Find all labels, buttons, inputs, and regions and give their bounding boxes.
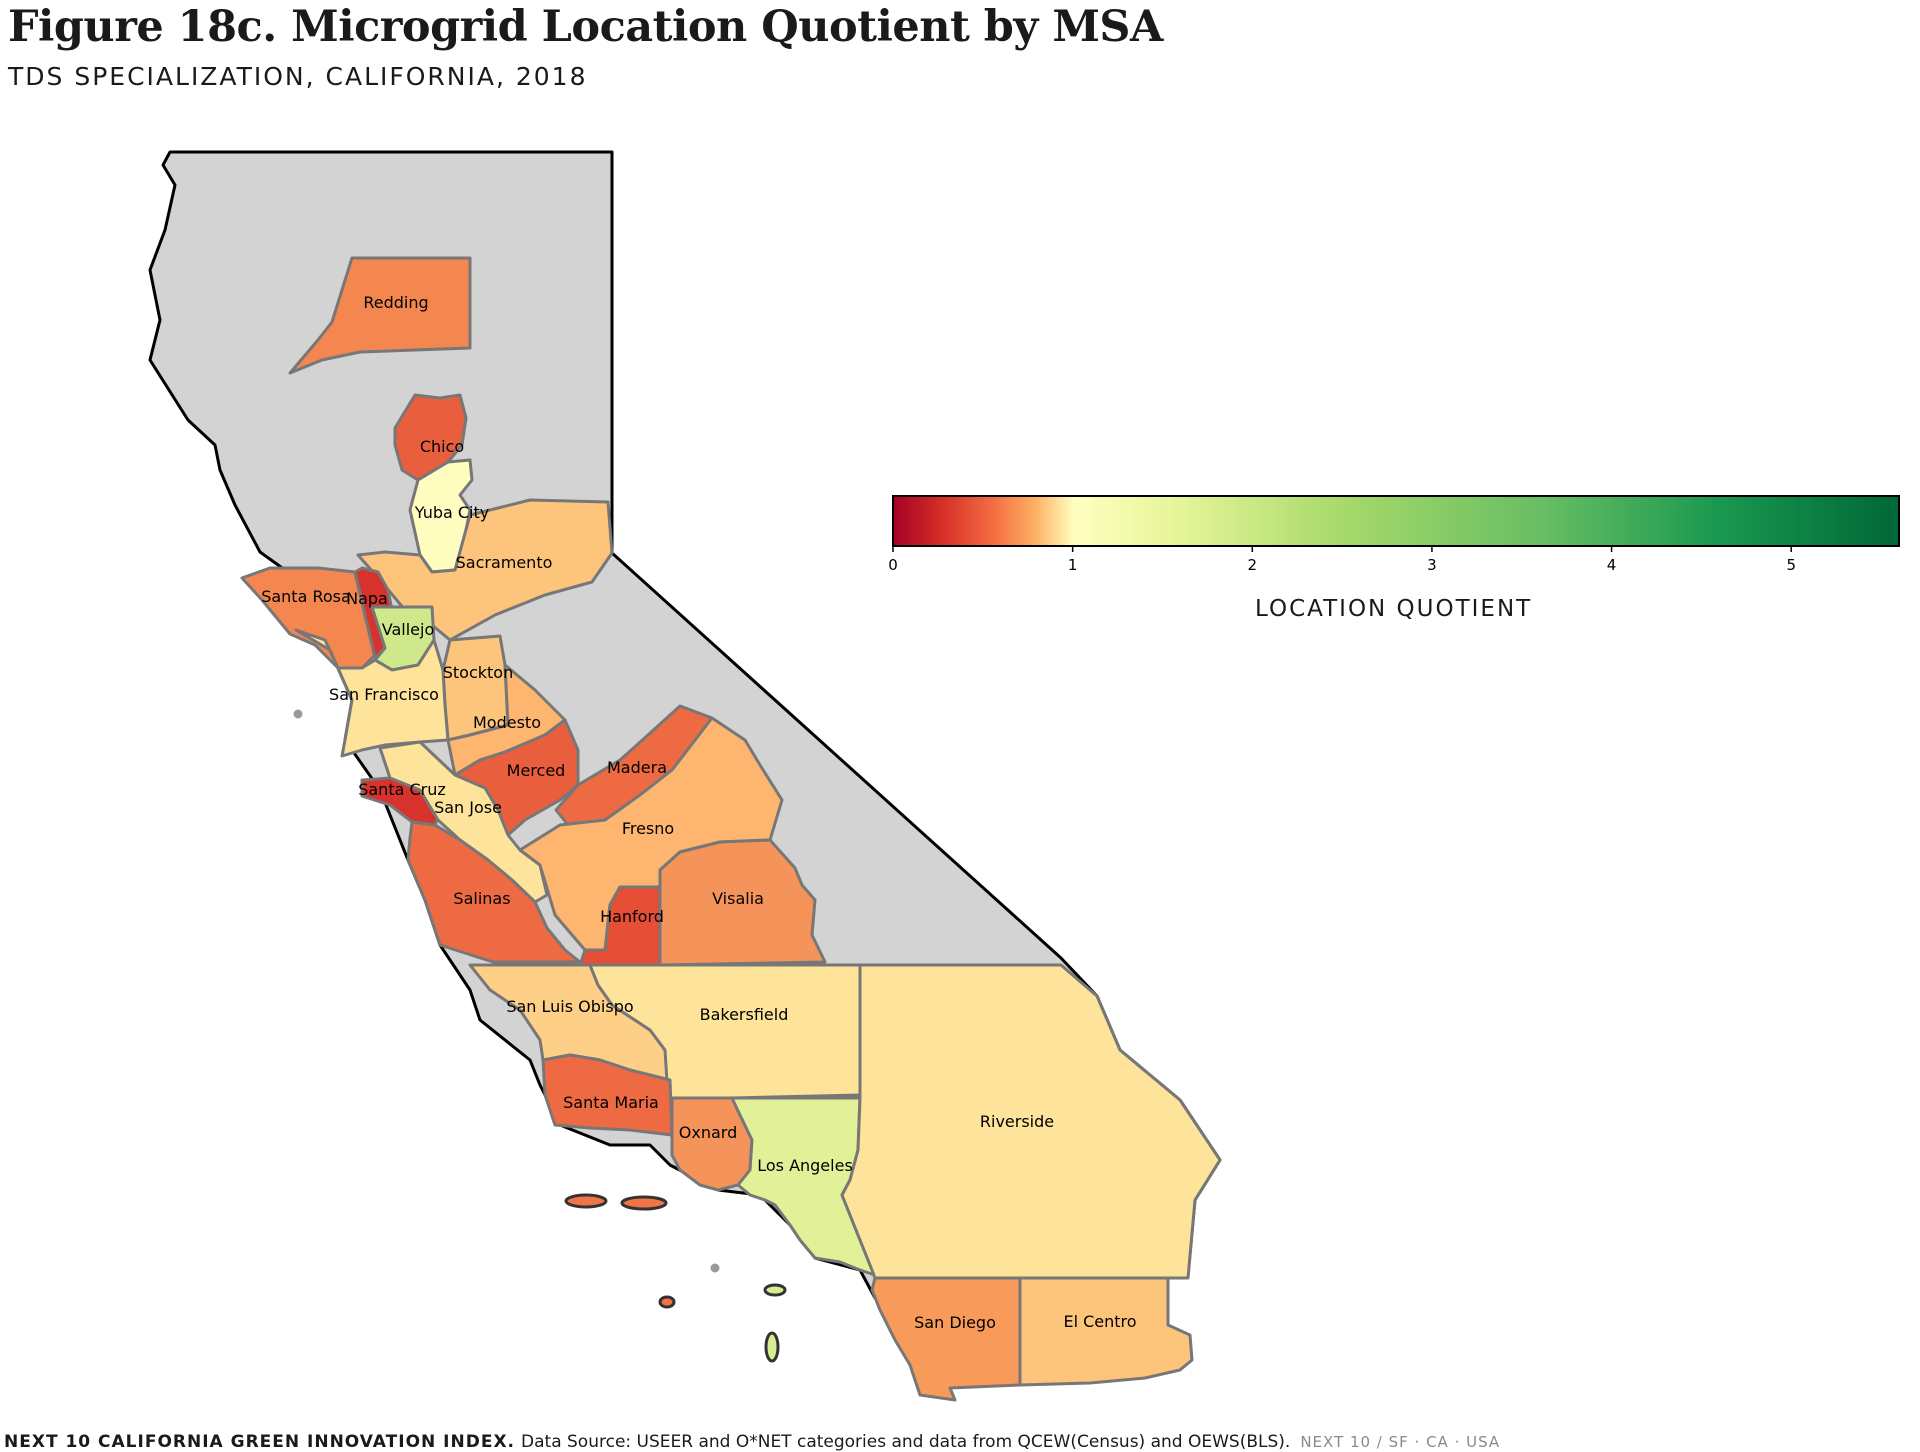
- label-san-jose: San Jose: [434, 798, 502, 817]
- legend-tick-label: 1: [1068, 556, 1078, 574]
- label-madera: Madera: [607, 758, 667, 777]
- msa-san-jose: [378, 740, 549, 904]
- label-bakersfield: Bakersfield: [700, 1005, 789, 1024]
- label-oxnard: Oxnard: [679, 1123, 737, 1142]
- label-sacramento: Sacramento: [456, 553, 553, 572]
- label-hanford: Hanford: [600, 907, 664, 926]
- msa-salinas: [406, 820, 582, 964]
- label-chico: Chico: [420, 437, 464, 456]
- label-fresno: Fresno: [622, 819, 674, 838]
- label-el-centro: El Centro: [1063, 1312, 1136, 1331]
- page-title: Figure 18c. Microgrid Location Quotient …: [8, 2, 1163, 52]
- msa-san-francisco: [294, 628, 450, 758]
- label-salinas: Salinas: [453, 889, 510, 908]
- footer-source: Data Source: USEER and O*NET categories …: [521, 1432, 1291, 1452]
- label-napa: Napa: [346, 589, 388, 608]
- msa-santa-rosa: [240, 566, 377, 670]
- label-stockton: Stockton: [443, 663, 513, 682]
- footer-brand: NEXT 10 CALIFORNIA GREEN INNOVATION INDE…: [4, 1432, 516, 1452]
- footer: NEXT 10 CALIFORNIA GREEN INNOVATION INDE…: [4, 1432, 1500, 1452]
- label-santa-cruz: Santa Cruz: [358, 780, 446, 799]
- legend-colorbar: [892, 495, 1900, 547]
- msa-visalia: [658, 838, 827, 967]
- legend-tick-label: 0: [888, 556, 898, 574]
- label-vallejo: Vallejo: [382, 620, 434, 639]
- legend-tick-label: 3: [1427, 556, 1437, 574]
- label-riverside: Riverside: [980, 1112, 1054, 1131]
- label-redding: Redding: [363, 293, 428, 312]
- channel-islands: [293, 709, 787, 1363]
- label-santa-maria: Santa Maria: [563, 1093, 659, 1112]
- page-subtitle: TDS SPECIALIZATION, CALIFORNIA, 2018: [8, 62, 588, 91]
- legend-tick-label: 5: [1786, 556, 1796, 574]
- msa-el-centro: [1018, 1276, 1194, 1387]
- label-modesto: Modesto: [473, 713, 541, 732]
- label-santa-rosa: Santa Rosa: [261, 587, 351, 606]
- label-san-francisco: San Francisco: [329, 685, 439, 704]
- legend-tick-label: 4: [1607, 556, 1617, 574]
- legend-tick-label: 2: [1248, 556, 1258, 574]
- legend-ticks: 0 1 2 3 4 5: [888, 546, 1796, 574]
- footer-tag: NEXT 10 / SF · CA · USA: [1300, 1433, 1501, 1451]
- label-visalia: Visalia: [712, 889, 764, 908]
- label-san-luis-obispo: San Luis Obispo: [506, 997, 633, 1016]
- label-merced: Merced: [507, 761, 566, 780]
- legend-title: LOCATION QUOTIENT: [1255, 596, 1533, 622]
- label-los-angeles: Los Angeles: [757, 1156, 853, 1175]
- label-yuba-city: Yuba City: [414, 503, 489, 522]
- msa-san-diego: [870, 1276, 1022, 1402]
- msa-redding: [288, 256, 472, 375]
- label-san-diego: San Diego: [914, 1313, 996, 1332]
